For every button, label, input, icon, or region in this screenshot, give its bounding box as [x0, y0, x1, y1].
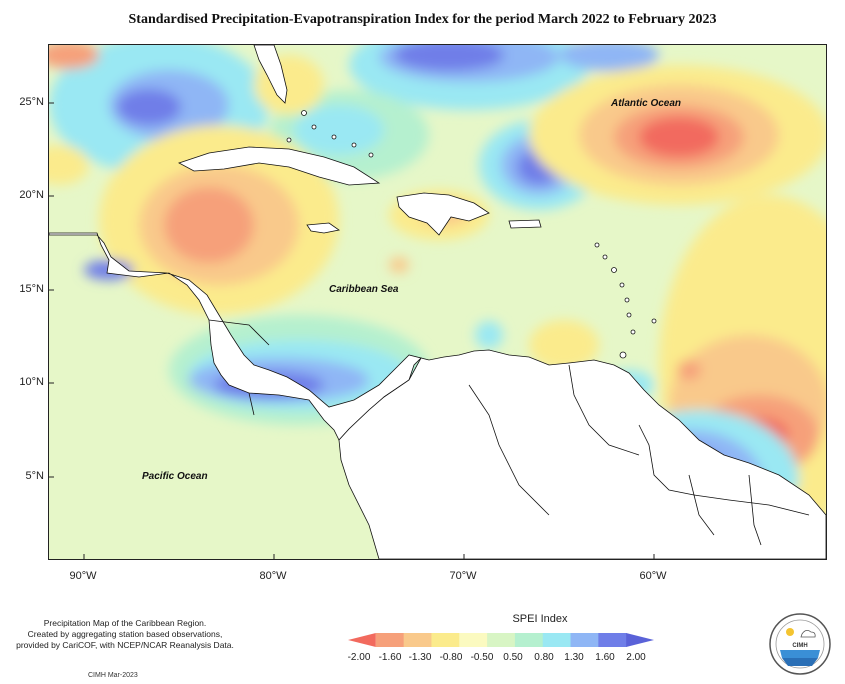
spei-map: Atlantic Ocean Caribbean Sea Pacific Oce… — [48, 44, 827, 560]
legend-swatch — [403, 633, 432, 647]
legend-tick: 1.60 — [595, 652, 615, 663]
map-description: Precipitation Map of the Caribbean Regio… — [6, 618, 244, 651]
note-line: Created by aggregating station based obs… — [27, 629, 223, 639]
florida — [253, 45, 288, 104]
lat-label-20n: 20°N — [19, 189, 44, 201]
legend-swatch — [348, 633, 376, 647]
legend-tick: -2.00 — [347, 652, 371, 663]
map-title: Standardised Precipitation-Evapotranspir… — [128, 12, 717, 27]
legend-swatch — [375, 633, 405, 647]
lon-label-60w: 60°W — [639, 570, 667, 582]
legend-swatch — [598, 633, 627, 647]
sun-icon — [786, 628, 794, 636]
legend-tick: 2.00 — [626, 652, 646, 663]
legend-tick: 0.50 — [503, 652, 523, 663]
legend-tick: 0.80 — [534, 652, 554, 663]
legend-swatch — [431, 633, 460, 647]
lon-label-70w: 70°W — [449, 570, 477, 582]
legend-tick: -0.50 — [470, 652, 494, 663]
jamaica — [306, 222, 340, 234]
legend-tick: -0.80 — [439, 652, 463, 663]
waves-icon — [780, 650, 820, 658]
cuba — [177, 146, 381, 186]
south-america — [338, 349, 826, 559]
lon-label-80w: 80°W — [259, 570, 287, 582]
cimh-logo: CIMH — [769, 613, 831, 675]
spei-map-svg — [49, 45, 826, 559]
credit-text: CIMH Mar-2023 — [88, 672, 138, 679]
legend-swatches — [348, 633, 654, 647]
legend-swatch — [514, 633, 544, 647]
legend-tick: 1.30 — [564, 652, 584, 663]
caribbean-sea-label: Caribbean Sea — [329, 284, 399, 295]
lat-label-15n: 15°N — [19, 283, 44, 295]
landmasses — [49, 45, 826, 559]
lat-label-10n: 10°N — [19, 376, 44, 388]
legend-swatch — [459, 633, 488, 647]
hispaniola — [396, 192, 490, 236]
lon-label-90w: 90°W — [69, 570, 97, 582]
note-line: provided by CariCOF, with NCEP/NCAR Rean… — [16, 640, 234, 650]
legend-swatch — [542, 633, 572, 647]
legend-colorbar — [348, 633, 654, 647]
legend-swatch — [570, 633, 599, 647]
cloud-icon — [800, 630, 816, 638]
legend-tick: -1.60 — [378, 652, 402, 663]
atlantic-ocean-label: Atlantic Ocean — [611, 98, 682, 109]
lat-label-5n: 5°N — [25, 470, 44, 482]
legend-tick-labels: -2.00 -1.60 -1.30 -0.80 -0.50 0.50 0.80 … — [348, 652, 652, 666]
legend-swatch — [626, 633, 654, 647]
country-borders — [208, 319, 810, 546]
legend-title: SPEI Index — [512, 613, 568, 625]
note-line: Precipitation Map of the Caribbean Regio… — [43, 618, 207, 628]
pacific-ocean-label: Pacific Ocean — [142, 471, 208, 482]
logo-text: CIMH — [792, 643, 807, 649]
legend-swatch — [487, 633, 516, 647]
lat-label-25n: 25°N — [19, 96, 44, 108]
legend-tick: -1.30 — [408, 652, 432, 663]
puerto-rico — [508, 219, 542, 229]
axis-ticks — [49, 102, 655, 559]
